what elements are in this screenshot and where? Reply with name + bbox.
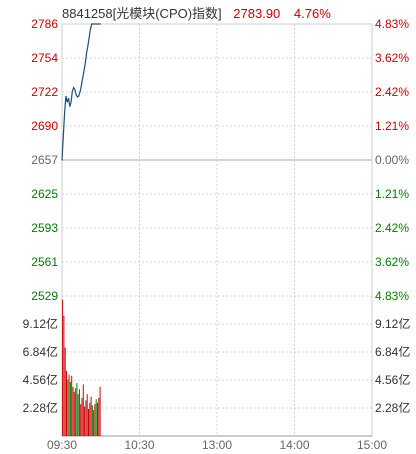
- volume-bar: [88, 409, 89, 436]
- time-tick-label: 15:00: [357, 438, 387, 452]
- volume-bar: [82, 384, 84, 436]
- last-price: 2783.90: [233, 6, 281, 21]
- volume-tick-label: 9.12亿: [23, 316, 58, 331]
- volume-bar: [78, 389, 80, 436]
- price-tick-label: 2690: [31, 119, 58, 133]
- volume-bar: [77, 394, 79, 436]
- volume-tick-label: 4.56亿: [23, 372, 58, 387]
- volume-tick-label: 2.28亿: [23, 400, 58, 415]
- grid-lines: [61, 23, 373, 437]
- volume-tick-label: 4.56亿: [375, 372, 410, 387]
- percent-tick-label: 1.21%: [375, 187, 409, 201]
- volume-bar: [66, 370, 67, 436]
- percent-tick-label: 4.83%: [375, 289, 409, 303]
- volume-bar: [69, 382, 71, 436]
- percent-tick-label: 0.00%: [375, 153, 409, 167]
- volume-bar: [93, 410, 95, 436]
- volume-bar: [90, 396, 92, 436]
- percent-tick-label: 3.62%: [375, 51, 409, 65]
- percent-axis-labels: 4.83% 3.62% 2.42% 1.21% 0.00% 1.21% 2.42% 3.62%…: [375, 17, 409, 303]
- volume-tick-label: 6.84亿: [23, 344, 58, 359]
- volume-tick-label: 2.28亿: [375, 400, 410, 415]
- volume-bar: [76, 383, 78, 436]
- volume-bar: [62, 299, 64, 436]
- time-tick-label: 09:30: [47, 438, 77, 452]
- volume-bar: [84, 406, 86, 436]
- volume-axis-labels-right: 9.12亿 6.84亿 4.56亿 2.28亿: [375, 316, 410, 415]
- volume-tick-label: 9.12亿: [375, 316, 410, 331]
- volume-bar: [71, 375, 73, 436]
- time-axis-labels: 09:30 10:30 13:00 14:00 15:00: [47, 438, 387, 452]
- volume-bar: [98, 397, 100, 436]
- volume-bar: [86, 394, 88, 436]
- percent-tick-label: 1.21%: [375, 119, 409, 133]
- price-tick-label: 2625: [31, 187, 58, 201]
- price-tick-label: 2657: [31, 153, 58, 167]
- price-line: [61, 23, 101, 161]
- price-tick-label: 2529: [31, 289, 58, 303]
- volume-bar: [85, 400, 87, 436]
- index-title: 8841258[光模块(CPO)指数]: [62, 6, 222, 21]
- price-tick-label: 2561: [31, 255, 58, 269]
- volume-bar: [72, 386, 74, 436]
- volume-bar: [68, 374, 70, 436]
- volume-bar: [64, 347, 66, 436]
- volume-bar: [99, 386, 101, 436]
- change-percent: 4.76%: [293, 6, 331, 21]
- volume-bar: [91, 405, 93, 436]
- price-tick-label: 2593: [31, 221, 58, 235]
- time-tick-label: 13:00: [202, 438, 232, 452]
- volume-bar: [73, 391, 75, 436]
- chart-header: 8841258[光模块(CPO)指数] 2783.90 4.76%: [62, 3, 331, 22]
- volume-bar: [67, 379, 69, 436]
- percent-tick-label: 4.83%: [375, 17, 409, 31]
- volume-bar: [89, 402, 91, 436]
- volume-bar: [95, 399, 97, 436]
- volume-bar: [81, 397, 83, 436]
- percent-tick-label: 2.42%: [375, 85, 409, 99]
- price-tick-label: 2786: [31, 17, 58, 31]
- price-tick-label: 2754: [31, 51, 58, 65]
- volume-axis-labels-left: 9.12亿 6.84亿 4.56亿 2.28亿: [23, 316, 58, 415]
- volume-bar: [80, 404, 82, 436]
- volume-bar: [94, 404, 96, 436]
- volume-bar: [63, 315, 65, 436]
- time-tick-label: 14:00: [279, 438, 309, 452]
- volume-bar: [97, 402, 98, 436]
- percent-tick-label: 3.62%: [375, 255, 409, 269]
- percent-tick-label: 2.42%: [375, 221, 409, 235]
- volume-bars: [62, 299, 101, 436]
- time-tick-label: 10:30: [124, 438, 154, 452]
- price-tick-label: 2722: [31, 85, 58, 99]
- volume-tick-label: 6.84亿: [375, 344, 410, 359]
- price-axis-labels: 2786 2754 2722 2690 2657 2625 2593 2561 2529: [31, 17, 58, 303]
- volume-bar: [75, 388, 77, 436]
